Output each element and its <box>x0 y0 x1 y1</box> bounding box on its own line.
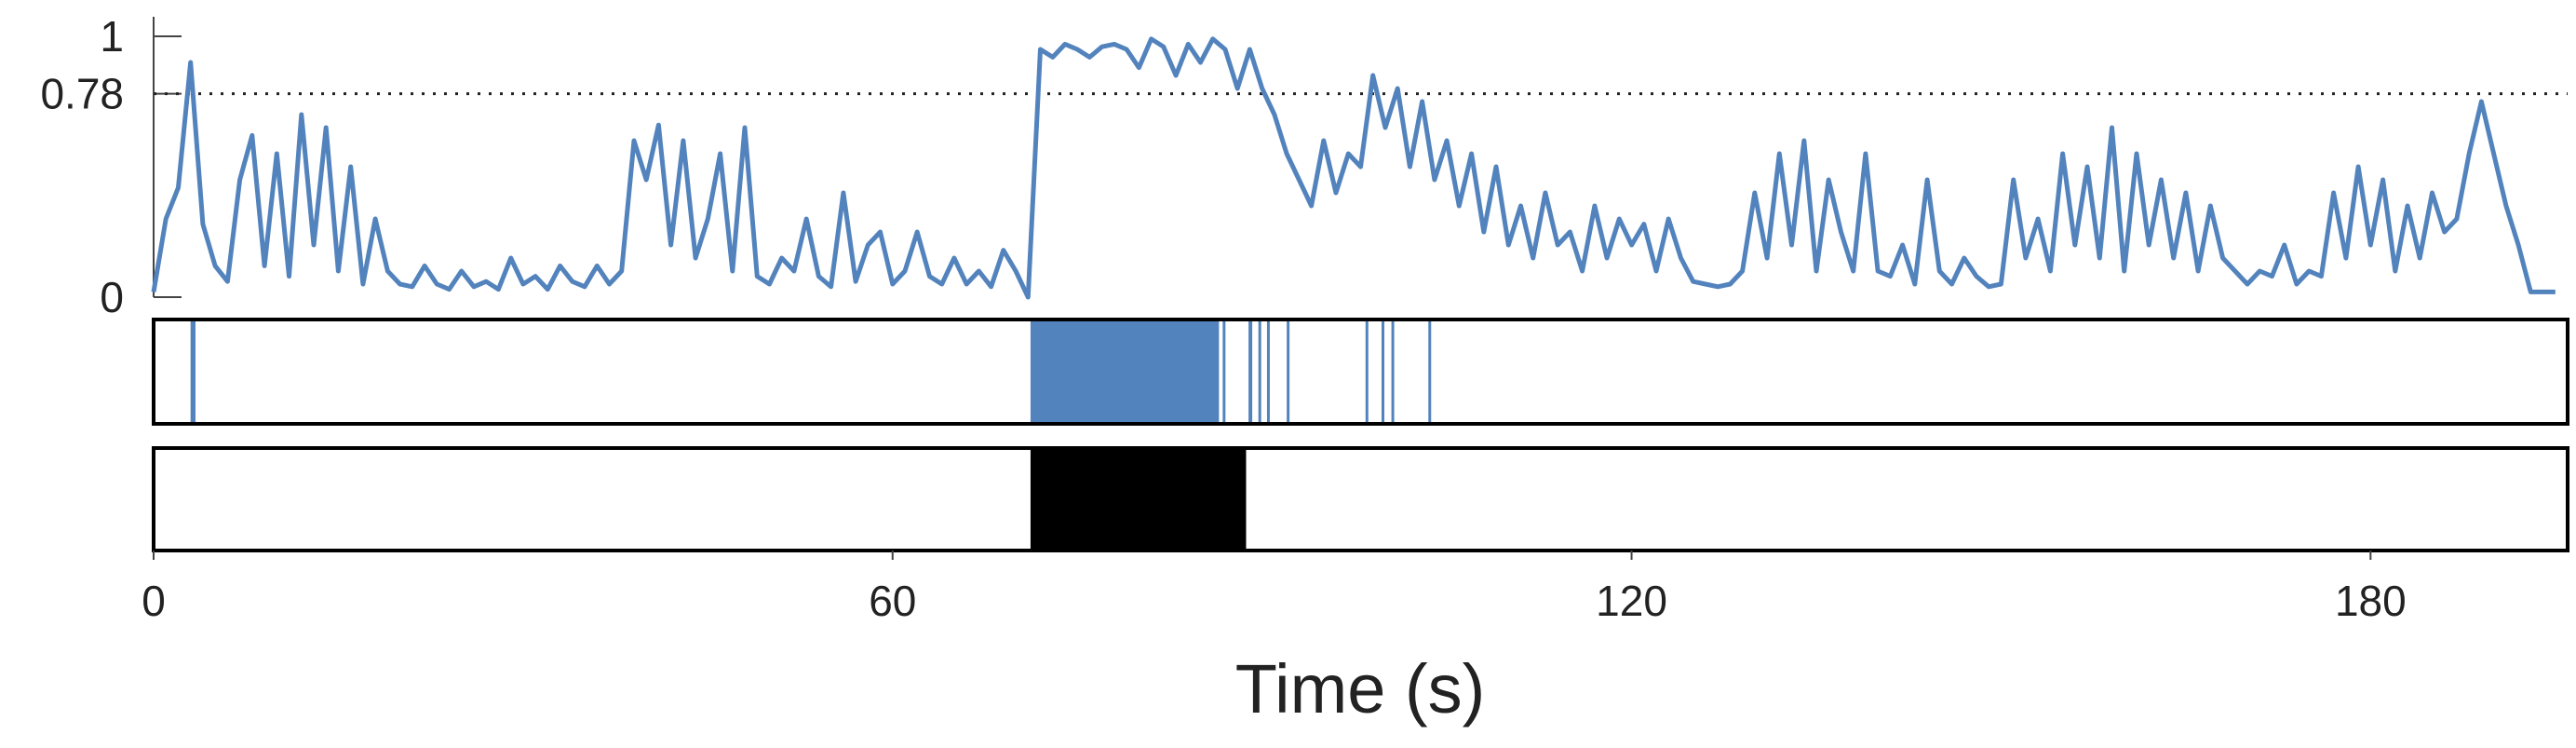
detection <box>1266 320 1270 424</box>
detection <box>1428 320 1432 424</box>
detection <box>1030 320 1220 424</box>
detection <box>1222 320 1226 424</box>
score-line <box>151 36 2556 300</box>
detection <box>1248 320 1253 424</box>
detection <box>190 320 196 424</box>
x-tick-label: 60 <box>869 577 916 625</box>
detection <box>1381 320 1384 424</box>
detection <box>1391 320 1395 424</box>
y-tick-label: 0.78 <box>40 70 124 118</box>
x-tick-label: 120 <box>1596 577 1667 625</box>
y-tick-label: 1 <box>100 12 124 61</box>
detection-frame <box>152 318 2569 426</box>
ground-truth <box>1030 448 1247 551</box>
detection <box>1258 320 1261 424</box>
detection <box>1365 320 1369 424</box>
ground-truth-frame <box>152 446 2569 552</box>
x-tick-label: 180 <box>2335 577 2407 625</box>
x-axis-label: Time (s) <box>1235 650 1486 728</box>
y-tick-label: 0 <box>100 273 124 321</box>
x-tick-label: 0 <box>142 577 166 625</box>
detection <box>1287 320 1290 424</box>
